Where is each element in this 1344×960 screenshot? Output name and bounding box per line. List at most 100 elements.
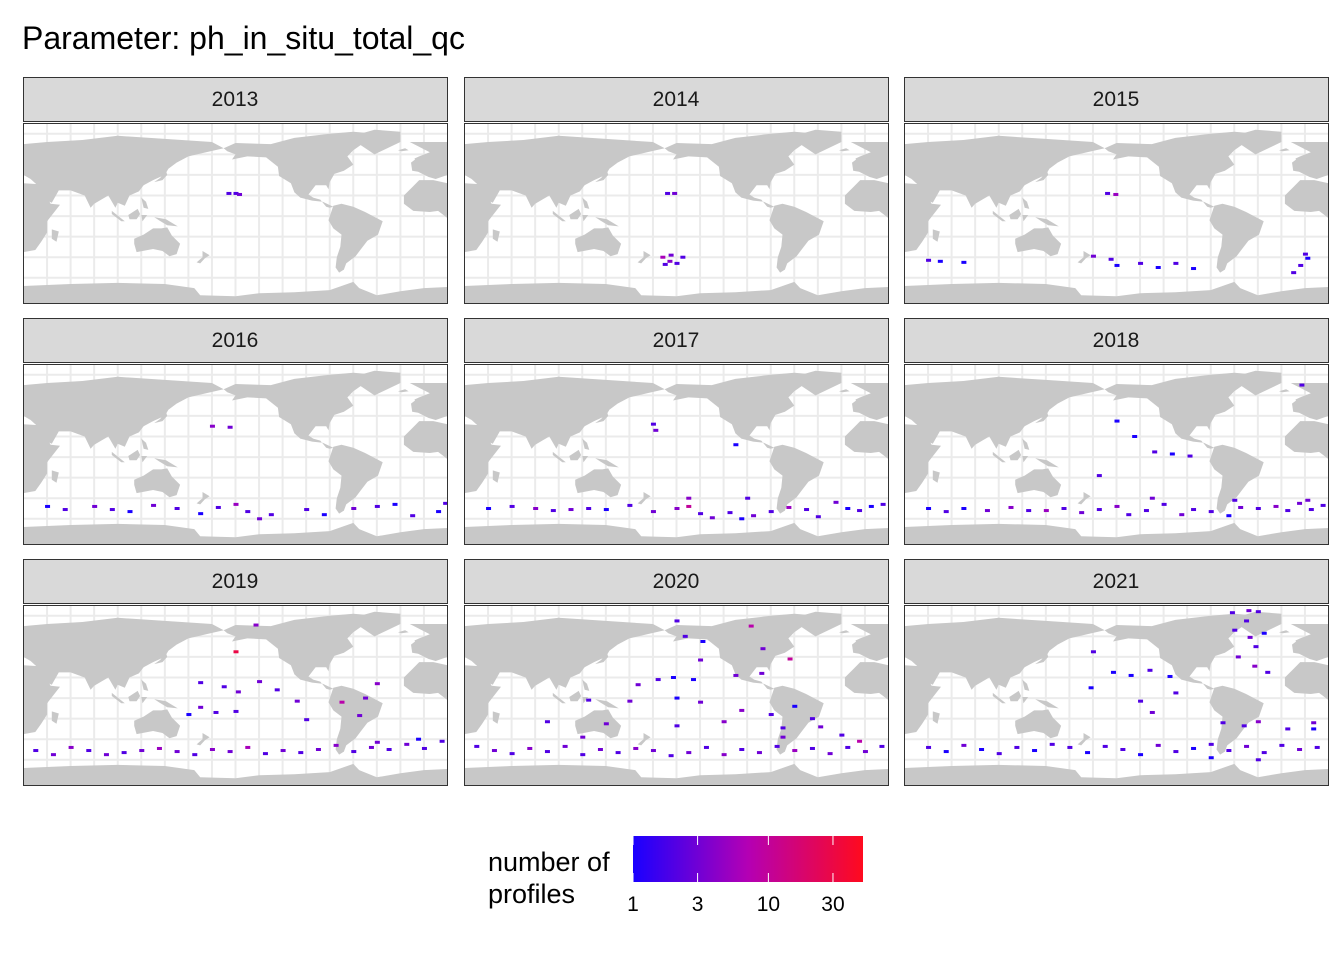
profile-cell (1114, 263, 1120, 267)
land-shape (409, 624, 448, 661)
profile-cell (416, 737, 422, 741)
facet-label: 2018 (1093, 329, 1140, 352)
profile-cell (700, 640, 706, 643)
land-shape (637, 492, 651, 505)
profile-cell (1297, 748, 1303, 751)
land-shape (769, 444, 824, 514)
land-shape (128, 690, 141, 702)
land-shape (1022, 197, 1030, 209)
profile-cell (192, 753, 198, 757)
profile-cell (209, 424, 215, 428)
land-shape (582, 456, 589, 463)
panel-border (464, 364, 889, 545)
profile-cell (233, 650, 239, 654)
profile-cell (662, 262, 668, 266)
profile-cell (674, 696, 680, 700)
land-shape (23, 617, 224, 690)
profile-cell (198, 705, 204, 709)
land-shape (992, 451, 1006, 463)
profile-cell (1247, 635, 1253, 639)
land-shape (1022, 215, 1029, 222)
legend-gradient (633, 836, 863, 882)
profile-cell (421, 746, 427, 750)
profile-cell (315, 748, 321, 751)
profile-cell (698, 658, 704, 662)
profile-cell (926, 507, 932, 510)
land-shape (1035, 699, 1059, 709)
land-shape (595, 652, 609, 665)
land-shape (664, 372, 818, 449)
profile-cell (650, 422, 656, 426)
profile-cell (227, 750, 233, 754)
profile-cell (1255, 610, 1261, 614)
profile-cell (879, 744, 885, 748)
profile-cell (1311, 721, 1317, 725)
panel-border (23, 123, 448, 304)
land-shape (575, 468, 622, 498)
profile-cell (815, 515, 821, 519)
land-shape (1295, 397, 1303, 406)
land-shape (1279, 389, 1290, 393)
land-shape (1035, 217, 1059, 227)
profile-cell (668, 754, 674, 758)
land-shape (223, 613, 377, 690)
land-shape (552, 692, 566, 704)
profile-cell (680, 255, 686, 259)
legend-colorbar (633, 836, 863, 882)
profile-cell (686, 496, 692, 500)
profile-cell (809, 717, 815, 721)
land-shape (414, 156, 422, 165)
land-shape (23, 665, 60, 735)
land-shape (582, 438, 590, 450)
profile-cell (1191, 267, 1197, 271)
profile-cell (792, 704, 798, 708)
profile-cell (127, 510, 133, 514)
land-shape (1279, 148, 1290, 152)
land-shape (1035, 411, 1049, 424)
land-shape (464, 665, 501, 735)
profile-cell (748, 624, 754, 628)
profile-cell (786, 505, 792, 509)
profile-cell (1126, 513, 1132, 517)
profile-cell (439, 739, 445, 743)
land-shape (1234, 370, 1282, 396)
profile-cell (186, 713, 192, 717)
profile-cell (1173, 261, 1179, 265)
profile-cell (943, 750, 949, 754)
land-shape (1104, 131, 1258, 208)
land-shape (1234, 129, 1282, 155)
profile-cell (509, 752, 515, 756)
land-shape (223, 131, 377, 208)
profile-cell (68, 745, 74, 749)
land-shape (154, 652, 168, 665)
profile-cell (760, 647, 766, 651)
land-shape (328, 444, 383, 514)
profile-cell (580, 753, 586, 757)
land-shape (664, 613, 818, 690)
land-shape (1209, 444, 1264, 514)
profile-cell (245, 745, 251, 749)
panel-border (904, 123, 1329, 304)
land-shape (398, 630, 409, 634)
panel-border (904, 364, 1329, 545)
land-shape (850, 142, 889, 179)
profile-cell (668, 253, 674, 257)
facet-label: 2013 (212, 88, 259, 111)
profile-cell (410, 514, 416, 518)
profile-cell (804, 508, 810, 512)
land-shape (464, 376, 665, 449)
profile-cell (174, 750, 180, 754)
profile-cell (562, 744, 568, 748)
land-shape (154, 217, 178, 227)
profile-cell (827, 752, 833, 756)
profile-cell (1255, 720, 1261, 724)
profile-cell (109, 508, 115, 512)
profile-cell (404, 742, 410, 746)
land-shape (1290, 142, 1329, 179)
land-shape (23, 376, 224, 449)
land-shape (595, 458, 619, 468)
profile-cell (845, 745, 851, 749)
land-shape (575, 227, 622, 257)
profile-cell (1149, 710, 1155, 714)
profile-cell (650, 749, 656, 753)
